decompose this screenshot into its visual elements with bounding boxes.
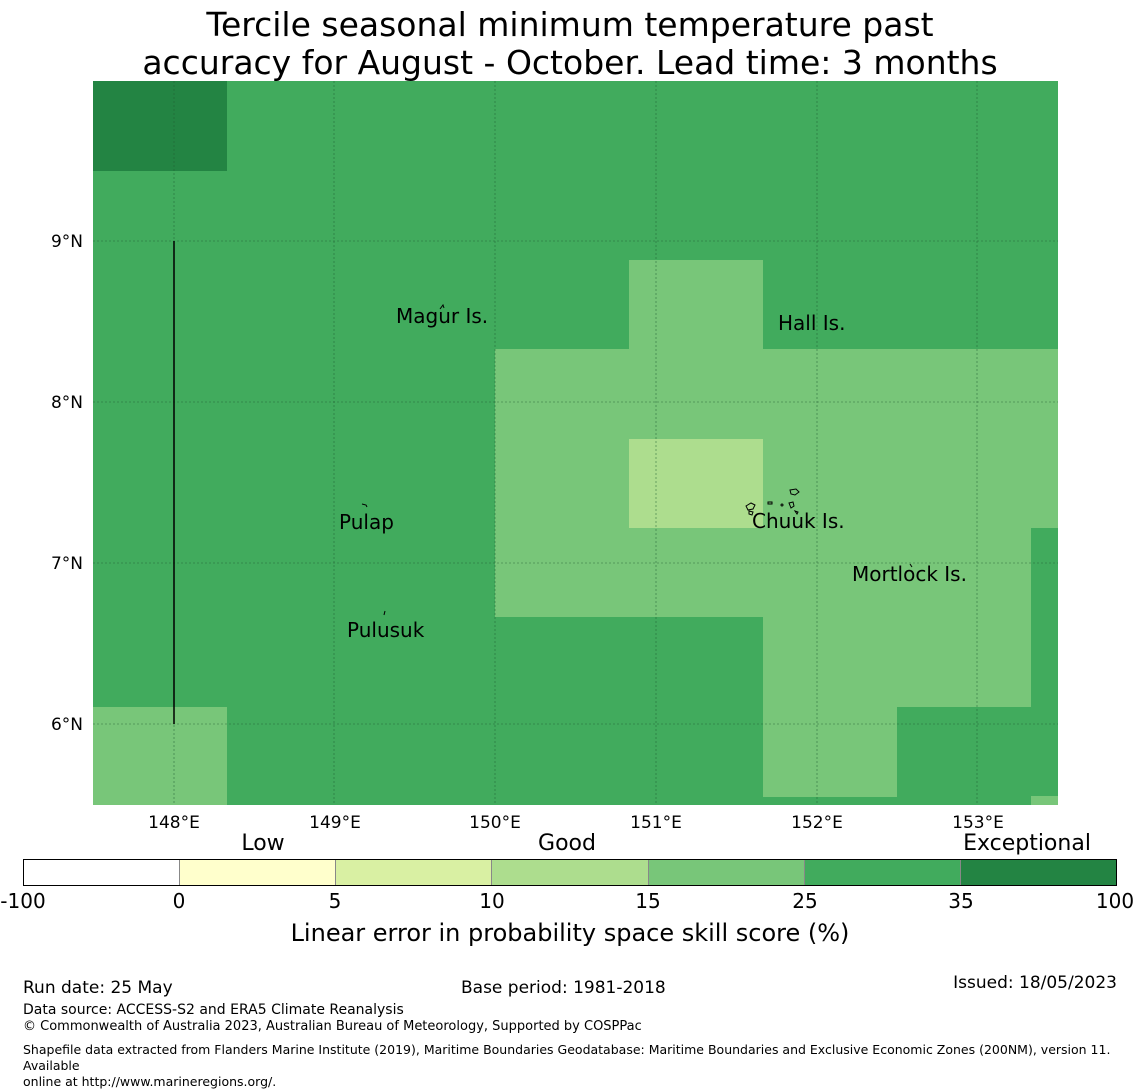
place-label-pulusuk: Pulusuk: [347, 618, 425, 642]
place-labels: Magur Is. Hall Is. Pulap Chuuk Is. Mortl…: [339, 304, 967, 642]
mortlock-island-shape: [909, 563, 913, 568]
colorbar-tick: 35: [948, 889, 974, 913]
lon-label: 149°E: [309, 813, 361, 830]
colorbar-tick: -100: [0, 889, 46, 913]
magur-island-shape: [439, 303, 445, 310]
copyright: © Commonwealth of Australia 2023, Austra…: [23, 1019, 642, 1034]
title-line-1: Tercile seasonal minimum temperature pas…: [206, 5, 934, 44]
skill-cell: [763, 616, 1031, 707]
chuuk-islet: [780, 503, 784, 507]
skill-cells: [93, 81, 1058, 805]
place-label-pulap: Pulap: [339, 510, 394, 534]
lat-label: 7°N: [51, 554, 83, 574]
island-outlines: [361, 303, 913, 616]
colorbar-tick: 25: [792, 889, 818, 913]
skill-cell: [495, 349, 1058, 617]
place-label-mortlock: Mortlock Is.: [852, 562, 967, 586]
colorbar-tick: 5: [328, 889, 342, 913]
colorbar-label: Linear error in probability space skill …: [290, 919, 850, 947]
lat-label: 6°N: [51, 715, 83, 735]
skill-cell: [1031, 796, 1058, 805]
colorbar-category-low: Low: [241, 831, 285, 856]
place-label-chuuk: Chuuk Is.: [752, 509, 845, 533]
place-label-hall: Hall Is.: [778, 311, 845, 335]
pulap-island-shape: [361, 503, 368, 508]
latitude-labels: 9°N 8°N 7°N 6°N: [51, 232, 83, 735]
lon-label: 151°E: [630, 813, 682, 830]
skill-cell: [93, 81, 227, 171]
pulusuk-island-shape: [383, 610, 386, 616]
shapefile-credit-line-2: online at http://www.marineregions.org/.: [23, 1074, 277, 1089]
colorbar-segment: [804, 860, 961, 885]
chuuk-islet: [793, 510, 799, 515]
data-source: Data source: ACCESS-S2 and ERA5 Climate …: [23, 1002, 404, 1018]
chuuk-island-shapes: [745, 488, 800, 516]
colorbar-category-good: Good: [538, 831, 596, 856]
longitude-labels: 148°E 149°E 150°E 151°E 152°E 153°E: [148, 813, 1004, 830]
colorbar-tick: 15: [635, 889, 661, 913]
issued-date: Issued: 18/05/2023: [953, 973, 1117, 993]
skill-cell: [1031, 528, 1058, 796]
chuuk-islet: [748, 510, 754, 516]
skill-cell: [629, 439, 763, 528]
shapefile-credit: Shapefile data extracted from Flanders M…: [23, 1042, 1135, 1090]
lon-label: 150°E: [469, 813, 521, 830]
colorbar-segment: [336, 860, 493, 885]
lon-label: 148°E: [148, 813, 200, 830]
colorbar-segment: [648, 860, 805, 885]
lon-label: 152°E: [791, 813, 843, 830]
chuuk-islet: [789, 488, 800, 496]
lat-label: 8°N: [51, 393, 83, 413]
lat-label: 9°N: [51, 232, 83, 252]
colorbar-tick: 10: [479, 889, 505, 913]
skill-cell: [763, 706, 897, 797]
colorbar-segment: [24, 860, 181, 885]
colorbar-segment: [960, 860, 1116, 885]
place-label-magur: Magur Is.: [396, 304, 488, 328]
lon-label: 153°E: [952, 813, 1004, 830]
colorbar-segment: [492, 860, 649, 885]
gridlines: [93, 81, 1058, 805]
chuuk-islet: [788, 501, 795, 509]
shapefile-credit-line-1: Shapefile data extracted from Flanders M…: [23, 1042, 1111, 1073]
colorbar-category-exceptional: Exceptional: [963, 831, 1091, 856]
skill-cell: [93, 707, 227, 805]
colorbar-tick: 100: [1095, 889, 1135, 913]
colorbar: [23, 859, 1117, 886]
skill-cell: [629, 260, 763, 350]
colorbar-tick: 0: [172, 889, 186, 913]
run-date: Run date: 25 May: [23, 978, 173, 998]
base-period: Base period: 1981-2018: [461, 978, 666, 998]
chuuk-islet: [767, 501, 773, 505]
colorbar-segment: [180, 860, 337, 885]
map-title: Tercile seasonal minimum temperature pas…: [0, 6, 1140, 82]
title-line-2: accuracy for August - October. Lead time…: [142, 43, 998, 82]
chuuk-islet: [745, 502, 756, 511]
skill-map: Magur Is. Hall Is. Pulap Chuuk Is. Mortl…: [51, 81, 1058, 830]
